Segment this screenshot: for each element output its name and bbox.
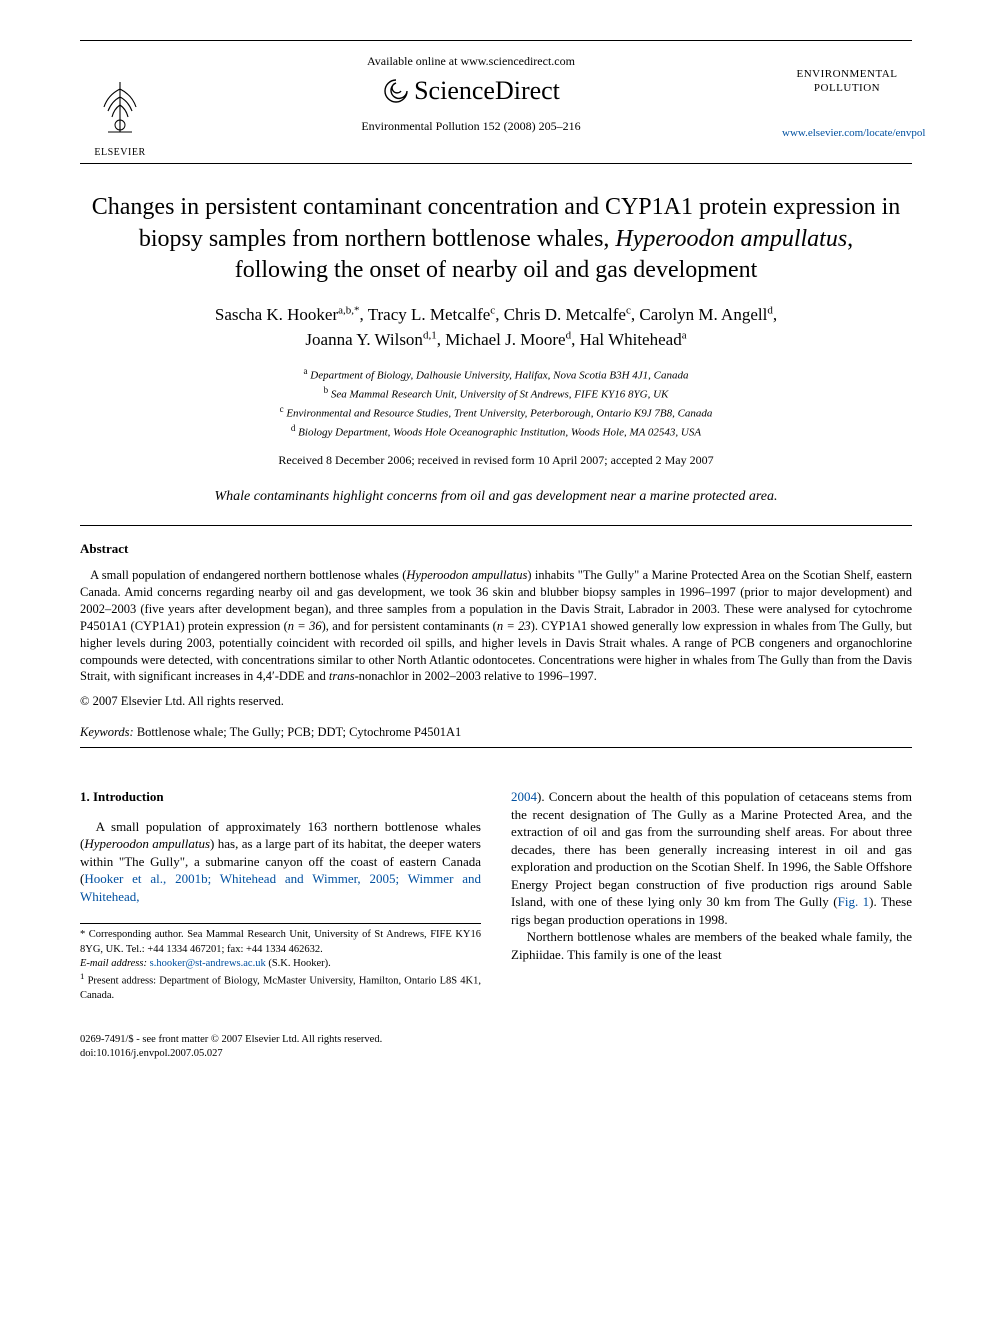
- publisher-logo-block: ELSEVIER: [80, 47, 160, 159]
- available-online-line: Available online at www.sciencedirect.co…: [160, 53, 782, 69]
- affiliations: a Department of Biology, Dalhousie Unive…: [80, 365, 912, 442]
- intro-para-2: Northern bottlenose whales are members o…: [511, 928, 912, 963]
- author: Sascha K. Hookera,b,*: [215, 305, 360, 324]
- page-header: ELSEVIER Available online at www.science…: [80, 40, 912, 159]
- journal-block: ENVIRONMENTAL POLLUTION www.elsevier.com…: [782, 47, 912, 140]
- email-link[interactable]: s.hooker@st-andrews.ac.uk: [147, 958, 268, 969]
- author: Carolyn M. Angelld: [639, 305, 772, 324]
- section-heading-intro: 1. Introduction: [80, 788, 481, 806]
- abstract-text: A small population of endangered norther…: [80, 567, 912, 685]
- intro-para-1-cont: 2004). Concern about the health of this …: [511, 788, 912, 928]
- column-right: 2004). Concern about the health of this …: [511, 788, 912, 1003]
- abstract-bottom-rule: [80, 747, 912, 748]
- abstract-top-rule: [80, 525, 912, 526]
- sciencedirect-text: ScienceDirect: [414, 73, 560, 108]
- citation-link[interactable]: 2004: [511, 789, 537, 804]
- author: Chris D. Metcalfec: [504, 305, 631, 324]
- footer-line-1: 0269-7491/$ - see front matter © 2007 El…: [80, 1033, 912, 1048]
- body-columns: 1. Introduction A small population of ap…: [80, 788, 912, 1003]
- keywords: Keywords: Bottlenose whale; The Gully; P…: [80, 724, 912, 741]
- citation-link[interactable]: Hooker et al., 2001b; Whitehead and Wimm…: [80, 871, 481, 904]
- header-rule: [80, 163, 912, 164]
- sciencedirect-swirl-icon: [382, 77, 410, 105]
- locate-link[interactable]: www.elsevier.com/locate/envpol: [782, 126, 912, 141]
- abstract-heading: Abstract: [80, 540, 912, 558]
- intro-para-1: A small population of approximately 163 …: [80, 818, 481, 906]
- author: Hal Whiteheada: [580, 330, 687, 349]
- footer-line-2: doi:10.1016/j.envpol.2007.05.027: [80, 1047, 912, 1062]
- copyright-line: © 2007 Elsevier Ltd. All rights reserved…: [80, 693, 912, 710]
- journal-name-l2: POLLUTION: [782, 81, 912, 95]
- figure-link[interactable]: Fig. 1: [838, 894, 870, 909]
- author: Tracy L. Metcalfec: [368, 305, 495, 324]
- author: Michael J. Moored: [445, 330, 571, 349]
- journal-name-l1: ENVIRONMENTAL: [782, 67, 912, 81]
- column-left: 1. Introduction A small population of ap…: [80, 788, 481, 1003]
- article-title: Changes in persistent contaminant concen…: [90, 192, 902, 286]
- citation-line: Environmental Pollution 152 (2008) 205–2…: [160, 118, 782, 134]
- footnotes: * Corresponding author. Sea Mammal Resea…: [80, 923, 481, 1002]
- author: Joanna Y. Wilsond,1: [305, 330, 436, 349]
- page-footer: 0269-7491/$ - see front matter © 2007 El…: [80, 1033, 912, 1062]
- elsevier-label: ELSEVIER: [80, 146, 160, 160]
- elsevier-tree-icon: [90, 77, 150, 137]
- highlight-statement: Whale contaminants highlight concerns fr…: [80, 488, 912, 507]
- author-list: Sascha K. Hookera,b,*, Tracy L. Metcalfe…: [80, 302, 912, 353]
- header-center: Available online at www.sciencedirect.co…: [160, 47, 782, 134]
- article-dates: Received 8 December 2006; received in re…: [80, 452, 912, 468]
- sciencedirect-logo: ScienceDirect: [160, 73, 782, 108]
